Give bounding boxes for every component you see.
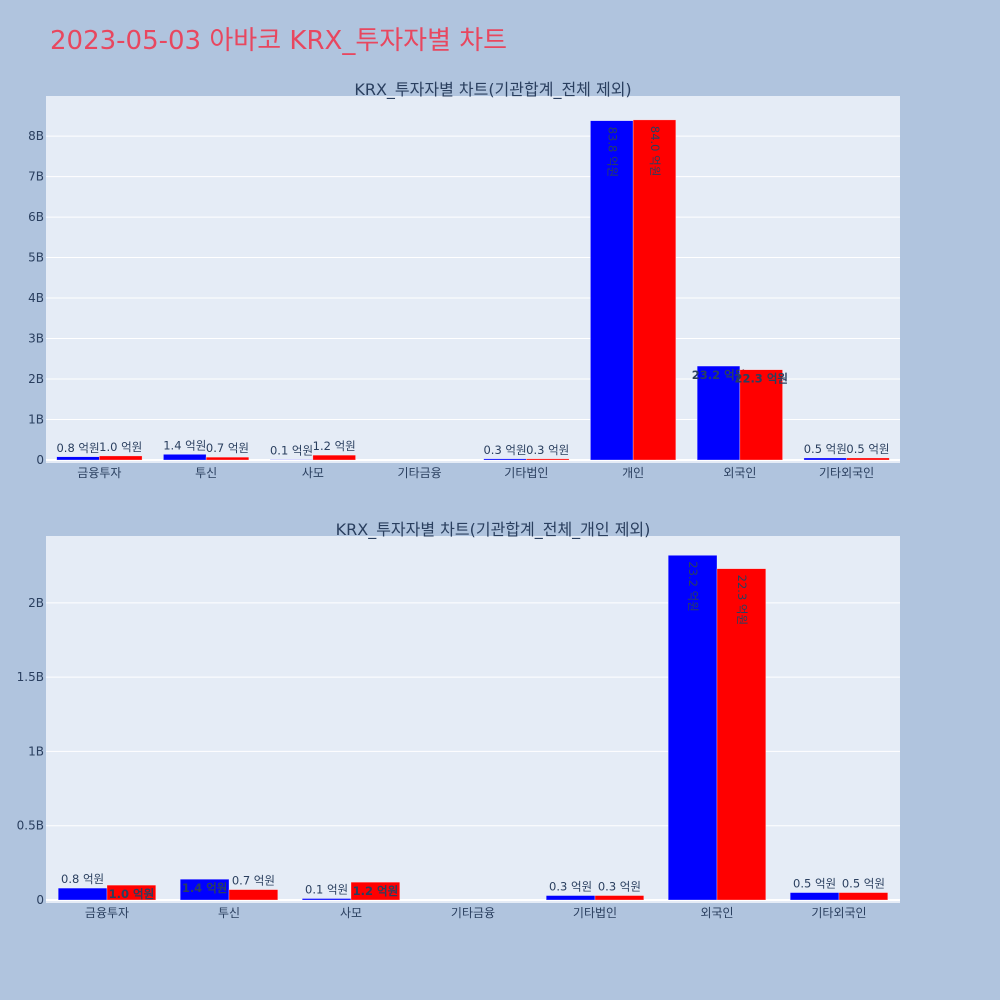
y-tick-label: 1B xyxy=(28,744,44,758)
data-label: 0.7 억원 xyxy=(206,441,249,455)
y-tick-label: 1B xyxy=(28,413,44,427)
bar xyxy=(57,887,108,901)
data-label: 83.8 억원 xyxy=(605,127,619,177)
data-label: 84.0 억원 xyxy=(648,126,662,176)
x-tick-label: 사모 xyxy=(302,466,324,480)
x-tick-label: 개인 xyxy=(622,466,644,480)
x-tick-label: 기타금융 xyxy=(451,906,495,920)
bar xyxy=(696,365,741,461)
data-label: 1.4 억원 xyxy=(163,438,206,452)
bar xyxy=(632,119,677,461)
x-tick-label: 금융투자 xyxy=(85,906,129,920)
x-tick-label: 사모 xyxy=(340,906,362,920)
x-tick-label: 투신 xyxy=(218,906,240,920)
x-tick-label: 기타법인 xyxy=(504,466,548,480)
data-label: 0.1 억원 xyxy=(305,883,348,897)
y-tick-label: 1.5B xyxy=(17,670,44,684)
data-label: 0.8 억원 xyxy=(56,441,99,455)
data-label: 1.2 억원 xyxy=(313,439,356,453)
data-label: 0.7 억원 xyxy=(232,874,275,888)
bar xyxy=(838,892,889,901)
data-label: 23.2 억원 xyxy=(692,368,746,382)
bar xyxy=(590,120,634,461)
bar xyxy=(56,456,100,461)
page-title: 2023-05-03 아바코 KRX_투자자별 차트 xyxy=(50,26,507,56)
data-label: 0.1 억원 xyxy=(270,444,313,458)
y-tick-label: 7B xyxy=(28,170,44,184)
data-label: 0.3 억원 xyxy=(526,443,569,457)
bar xyxy=(667,555,718,901)
plot-area xyxy=(46,536,900,903)
y-tick-label: 2B xyxy=(28,596,44,610)
data-label: 22.3 억원 xyxy=(734,372,788,386)
bar xyxy=(205,456,250,461)
y-tick-label: 8B xyxy=(28,129,44,143)
bar xyxy=(594,895,645,901)
y-tick-label: 4B xyxy=(28,291,44,305)
bar xyxy=(716,568,767,901)
x-tick-label: 외국인 xyxy=(700,906,733,920)
data-label: 1.4 억원 xyxy=(182,881,228,895)
bar xyxy=(803,457,847,461)
y-tick-label: 0 xyxy=(36,893,44,907)
bar xyxy=(483,458,527,461)
data-label: 22.3 억원 xyxy=(735,575,749,625)
data-label: 0.3 억원 xyxy=(598,880,641,894)
x-tick-label: 기타법인 xyxy=(573,906,617,920)
y-tick-label: 0 xyxy=(36,453,44,467)
data-label: 0.5 억원 xyxy=(842,877,885,891)
bar xyxy=(789,892,840,901)
bar xyxy=(99,455,143,461)
bar xyxy=(350,881,401,901)
bar xyxy=(526,458,570,461)
y-tick-label: 0.5B xyxy=(17,819,44,833)
y-tick-label: 3B xyxy=(28,332,44,346)
bar xyxy=(312,454,356,461)
bar xyxy=(163,454,207,461)
y-tick-label: 5B xyxy=(28,251,44,265)
y-tick-label: 2B xyxy=(28,372,44,386)
bar xyxy=(301,898,352,901)
chart-title: KRX_투자자별 차트(기관합계_전체_개인 제외) xyxy=(336,520,651,540)
y-tick-label: 6B xyxy=(28,210,44,224)
bar xyxy=(228,889,279,901)
data-label: 0.8 억원 xyxy=(61,872,104,886)
data-label: 23.2 억원 xyxy=(686,561,700,611)
bar xyxy=(846,457,890,461)
chart-1: 0 1B 2B 3B 4B 5B 6B 7B 8B KRX_투자자별 차트(기관합계_전체 제외)… xyxy=(28,80,900,480)
data-label: 0.5 억원 xyxy=(793,877,836,891)
x-tick-label: 기타외국인 xyxy=(819,466,874,480)
bar xyxy=(739,369,783,461)
x-tick-label: 외국인 xyxy=(723,466,756,480)
chart-2: 0 0.5B 1B 1.5B 2B KRX_투자자별 차트(기관합계_전체_개인 제외) 금… xyxy=(17,520,900,920)
bar xyxy=(545,895,596,901)
x-tick-label: 기타금융 xyxy=(398,466,442,480)
data-label: 1.0 억원 xyxy=(99,440,142,454)
data-label: 0.5 억원 xyxy=(846,442,889,456)
data-label: 1.2 억원 xyxy=(353,884,399,898)
bar xyxy=(106,884,157,901)
x-tick-label: 투신 xyxy=(195,466,217,480)
data-label: 1.0 억원 xyxy=(109,887,155,901)
data-label: 0.3 억원 xyxy=(483,443,526,457)
chart-title: KRX_투자자별 차트(기관합계_전체 제외) xyxy=(354,80,631,100)
data-label: 0.5 억원 xyxy=(804,442,847,456)
data-label: 0.3 억원 xyxy=(549,880,592,894)
x-tick-label: 금융투자 xyxy=(77,466,121,480)
x-tick-label: 기타외국인 xyxy=(811,906,866,920)
